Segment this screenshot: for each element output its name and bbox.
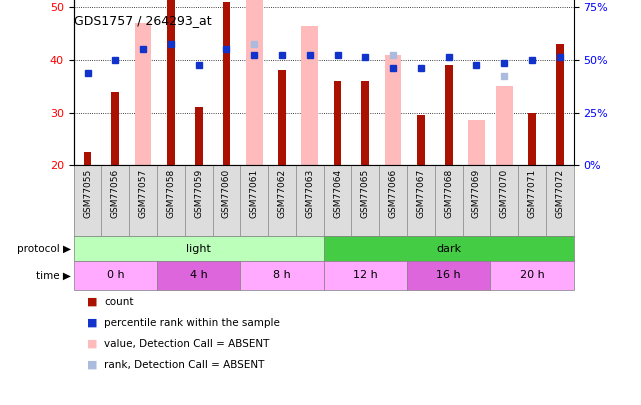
Bar: [385, 55, 401, 165]
Text: GSM77065: GSM77065: [361, 169, 370, 218]
Text: GSM77059: GSM77059: [194, 169, 203, 218]
Text: protocol ▶: protocol ▶: [17, 244, 71, 254]
Bar: [496, 86, 513, 165]
Bar: [417, 115, 425, 165]
Text: GSM77060: GSM77060: [222, 169, 231, 218]
Bar: [324, 236, 574, 261]
Text: ■: ■: [87, 297, 97, 307]
Text: percentile rank within the sample: percentile rank within the sample: [104, 318, 280, 328]
Bar: [74, 236, 324, 261]
Bar: [362, 81, 369, 165]
Text: GSM77064: GSM77064: [333, 169, 342, 218]
Text: rank, Detection Call = ABSENT: rank, Detection Call = ABSENT: [104, 360, 265, 370]
Text: 20 h: 20 h: [520, 271, 544, 280]
Bar: [74, 261, 157, 290]
Bar: [334, 81, 342, 165]
Bar: [556, 44, 563, 165]
Text: GSM77069: GSM77069: [472, 169, 481, 218]
Text: GSM77061: GSM77061: [250, 169, 259, 218]
Text: GSM77068: GSM77068: [444, 169, 453, 218]
Bar: [112, 92, 119, 165]
Text: count: count: [104, 297, 134, 307]
Text: GSM77070: GSM77070: [500, 169, 509, 218]
Text: time ▶: time ▶: [36, 271, 71, 280]
Bar: [490, 261, 574, 290]
Bar: [246, 0, 263, 165]
Bar: [301, 26, 318, 165]
Bar: [240, 261, 324, 290]
Text: GSM77066: GSM77066: [388, 169, 397, 218]
Text: ■: ■: [87, 339, 97, 349]
Bar: [167, 0, 175, 165]
Text: GSM77063: GSM77063: [305, 169, 314, 218]
Text: GSM77072: GSM77072: [555, 169, 564, 218]
Text: ■: ■: [87, 318, 97, 328]
Bar: [445, 65, 453, 165]
Text: GSM77056: GSM77056: [111, 169, 120, 218]
Bar: [278, 70, 286, 165]
Bar: [84, 152, 92, 165]
Text: GSM77071: GSM77071: [528, 169, 537, 218]
Text: GDS1757 / 264293_at: GDS1757 / 264293_at: [74, 14, 212, 27]
Bar: [195, 107, 203, 165]
Bar: [407, 261, 490, 290]
Text: 0 h: 0 h: [106, 271, 124, 280]
Text: GSM77062: GSM77062: [278, 169, 287, 218]
Bar: [468, 121, 485, 165]
Text: value, Detection Call = ABSENT: value, Detection Call = ABSENT: [104, 339, 270, 349]
Bar: [135, 23, 151, 165]
Text: GSM77055: GSM77055: [83, 169, 92, 218]
Text: 16 h: 16 h: [437, 271, 461, 280]
Text: 8 h: 8 h: [273, 271, 291, 280]
Text: GSM77067: GSM77067: [417, 169, 426, 218]
Text: dark: dark: [436, 244, 462, 254]
Bar: [324, 261, 407, 290]
Text: light: light: [187, 244, 211, 254]
Text: GSM77057: GSM77057: [138, 169, 147, 218]
Bar: [222, 2, 230, 165]
Text: ■: ■: [87, 360, 97, 370]
Bar: [528, 113, 536, 165]
Bar: [157, 261, 240, 290]
Text: 12 h: 12 h: [353, 271, 378, 280]
Text: 4 h: 4 h: [190, 271, 208, 280]
Text: GSM77058: GSM77058: [167, 169, 176, 218]
